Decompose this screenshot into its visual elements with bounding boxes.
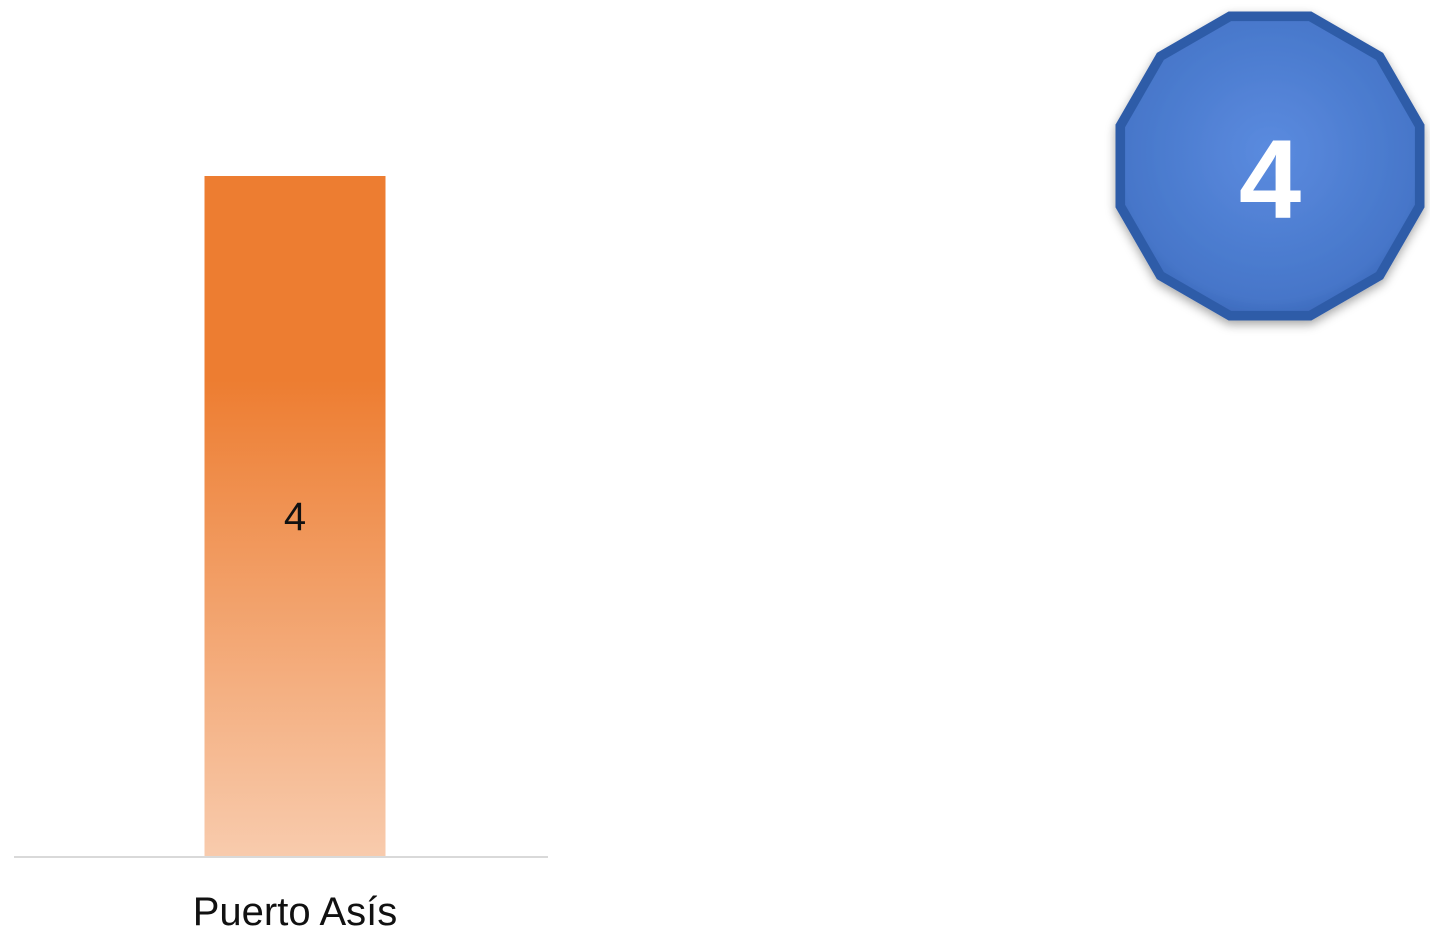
bar-0 (204, 176, 386, 857)
badge-inner-shape (1125, 21, 1415, 311)
number-badge: 4 (1115, 11, 1425, 321)
badge-number: 4 (1239, 117, 1301, 242)
bars-layer (204, 176, 386, 857)
data-label-0: 4 (284, 495, 306, 539)
labels-layer: 4 Puerto Asís (193, 495, 398, 929)
category-label-0: Puerto Asís (193, 890, 398, 929)
